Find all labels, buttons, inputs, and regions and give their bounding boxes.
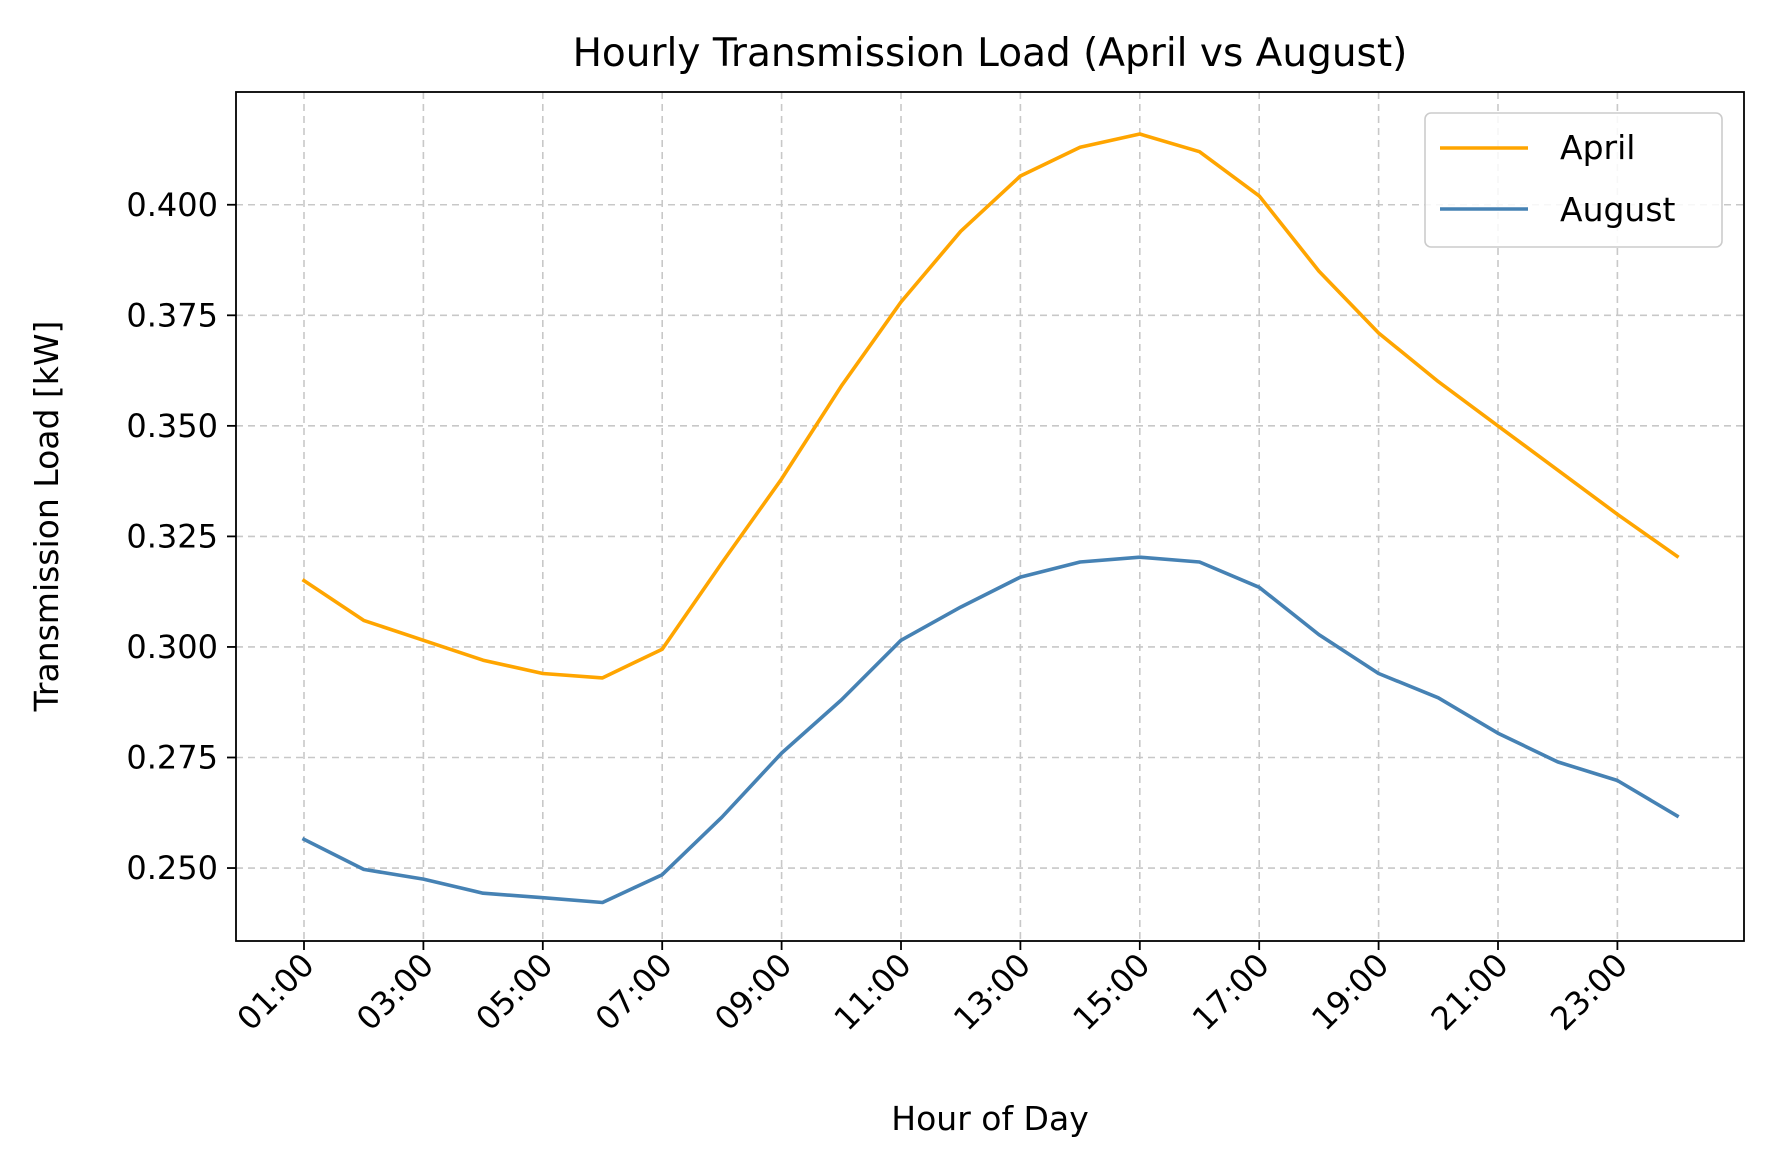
series-line-april bbox=[301, 132, 1680, 680]
chart-title: Hourly Transmission Load (April vs Augus… bbox=[573, 31, 1408, 76]
y-tick-label: 0.325 bbox=[126, 517, 218, 555]
x-axis-label: Hour of Day bbox=[891, 1099, 1088, 1138]
x-tick-label: 21:00 bbox=[1424, 946, 1516, 1038]
y-tick-label: 0.400 bbox=[126, 186, 218, 224]
y-tick-label: 0.300 bbox=[126, 628, 218, 666]
y-tick-label: 0.375 bbox=[126, 296, 218, 334]
x-tick-label: 17:00 bbox=[1185, 946, 1277, 1038]
plot-area-frame bbox=[235, 91, 1745, 942]
x-tick-label: 07:00 bbox=[588, 946, 680, 1038]
y-axis-label: Transmission Load [kW] bbox=[27, 321, 66, 713]
x-tick-label: 15:00 bbox=[1065, 946, 1157, 1038]
x-tick-label: 05:00 bbox=[468, 946, 560, 1038]
x-tick-label: 19:00 bbox=[1304, 946, 1396, 1038]
y-tick-label: 0.350 bbox=[126, 407, 218, 445]
y-tick-label: 0.275 bbox=[126, 738, 218, 776]
legend-label-august: August bbox=[1560, 190, 1676, 229]
x-tick-label: 11:00 bbox=[827, 946, 919, 1038]
x-tick-label: 13:00 bbox=[946, 946, 1038, 1038]
y-tick-label: 0.250 bbox=[126, 849, 218, 887]
legend-label-april: April bbox=[1560, 128, 1635, 167]
x-tick-label: 09:00 bbox=[707, 946, 799, 1038]
x-tick-label: 03:00 bbox=[349, 946, 441, 1038]
x-tick-label: 01:00 bbox=[230, 946, 322, 1038]
x-tick-label: 23:00 bbox=[1543, 946, 1635, 1038]
legend: April August bbox=[1424, 112, 1723, 248]
series-lines bbox=[301, 132, 1680, 905]
series-line-august bbox=[301, 555, 1680, 905]
